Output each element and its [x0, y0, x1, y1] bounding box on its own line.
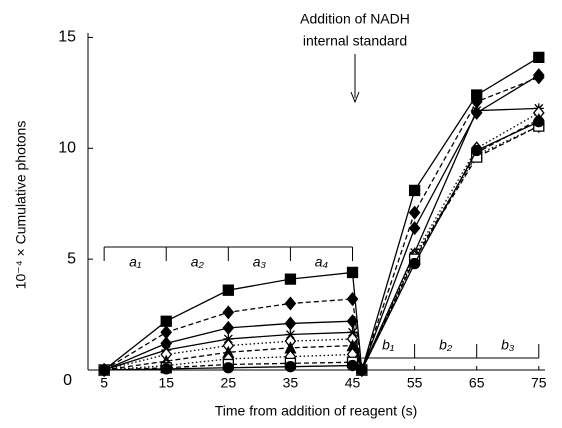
marker [471, 105, 482, 116]
x-axis-label: Time from addition of reagent (s) [215, 403, 418, 419]
marker [222, 305, 235, 320]
x-tick-label: 15 [158, 375, 174, 391]
marker [408, 221, 421, 236]
marker [160, 315, 172, 327]
bracket-label: a₃ [253, 254, 267, 270]
x-tick-label: 55 [407, 375, 423, 391]
marker [471, 144, 483, 157]
annotation-arrowhead [350, 91, 360, 104]
marker [284, 296, 297, 311]
marker [284, 316, 297, 331]
y-tick-label: 5 [67, 250, 76, 267]
marker [408, 205, 421, 220]
x-tick-label: 25 [221, 375, 237, 391]
series-line [103, 76, 540, 371]
marker [346, 292, 359, 307]
marker [284, 361, 297, 373]
x-tick-label: 65 [469, 375, 485, 391]
marker [533, 51, 545, 64]
marker [346, 359, 359, 372]
marker [408, 184, 421, 197]
x-tick-label: 35 [283, 375, 299, 391]
bracket-label: a₂ [191, 254, 205, 270]
marker [408, 258, 421, 270]
bracket-label: a₄ [315, 254, 329, 270]
marker [346, 314, 359, 329]
marker [98, 364, 110, 376]
marker [160, 363, 172, 375]
marker [346, 266, 359, 279]
marker [533, 116, 545, 128]
bracket-label: a₁ [129, 254, 142, 270]
x-tick-label: 5 [100, 375, 108, 391]
marker [356, 364, 368, 376]
x-tick-label: 75 [531, 375, 547, 391]
bracket-label: b₂ [439, 337, 453, 353]
y-tick-label: 15 [58, 29, 76, 46]
bracket-label: b₁ [382, 337, 395, 353]
bracket-label: b₃ [501, 337, 515, 353]
y-tick-label: 0 [63, 372, 72, 389]
marker [222, 284, 234, 296]
series-line [103, 112, 540, 372]
marker [222, 362, 234, 374]
annotation: Addition of NADH [300, 11, 410, 27]
y-tick-label: 10 [58, 140, 76, 157]
annotation: internal standard [303, 33, 407, 49]
y-axis-label: 10⁻⁴ × Cumulative photons [13, 121, 29, 290]
marker [532, 68, 545, 83]
x-tick-label: 45 [345, 375, 361, 391]
marker [284, 273, 297, 285]
marker [222, 320, 235, 335]
